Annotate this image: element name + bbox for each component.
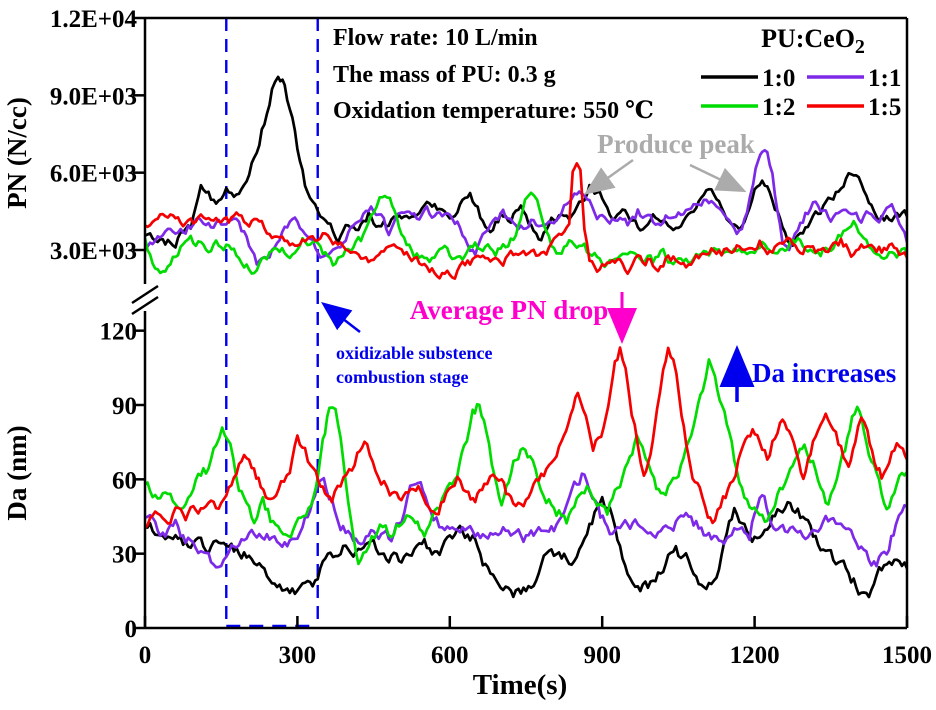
annotation-pu-mass: The mass of PU: 0.3 g	[333, 62, 556, 88]
oxidizable-stage-label-line1: oxidizable substence	[336, 343, 493, 363]
legend-entry-label: 1:1	[868, 65, 901, 92]
produce-peak-arrow-left	[583, 158, 634, 195]
x-tick-label: 900	[583, 642, 621, 669]
pn-tick-label: 9.0E+03	[50, 83, 137, 110]
x-tick-label: 1200	[730, 642, 780, 669]
oxidizable-stage-arrow	[321, 301, 361, 333]
average-pn-drop-label: Average PN drop	[410, 295, 608, 325]
da-tick-label: 0	[125, 616, 138, 643]
da-tick-label: 90	[112, 393, 137, 420]
combustion-stage-dashed-region	[225, 18, 319, 628]
legend-title: PU:CeO2	[761, 24, 865, 58]
series-line-PN-1:1	[146, 148, 907, 266]
series-line-Da-1:0	[146, 495, 907, 599]
da-series-group	[146, 346, 907, 599]
series-line-Da-1:5	[146, 346, 907, 529]
legend-entry-label: 1:5	[868, 94, 901, 121]
axis-break-icon	[131, 284, 160, 316]
annotation-flow-rate: Flow rate: 10 L/min	[333, 25, 538, 51]
da-tick-label: 120	[100, 319, 138, 346]
produce-peak-arrow-right	[689, 163, 747, 193]
da-increases-label: Da increases	[752, 358, 896, 388]
series-line-PN-1:2	[146, 191, 907, 275]
da-tick-label: 30	[112, 542, 137, 569]
legend-entry-label: 1:2	[762, 94, 795, 121]
x-tick-label: 600	[431, 642, 469, 669]
pn-axis-title: PN (N/cc)	[2, 97, 32, 209]
series-line-PN-1:5	[146, 162, 907, 280]
annotation-oxidation-temp: Oxidation temperature: 550 ℃	[333, 98, 654, 124]
legend-entry-label: 1:0	[762, 65, 795, 92]
produce-peak-label: Produce peak	[597, 129, 755, 159]
pn-series-group	[146, 75, 907, 280]
oxidizable-stage-label-line2: combustion stage	[336, 367, 469, 387]
pn-tick-label: 6.0E+03	[50, 161, 137, 188]
da-axis-title: Da (nm)	[2, 425, 32, 520]
pn-tick-label: 1.2E+04	[50, 6, 138, 33]
series-line-Da-1:1	[146, 472, 907, 569]
pn-tick-label: 3.0E+03	[50, 238, 137, 265]
x-tick-label: 1500	[882, 642, 932, 669]
series-line-Da-1:2	[146, 358, 907, 566]
plot-frame	[143, 16, 909, 630]
legend: PU:CeO2 1:0 1:1 1:2 1:5	[701, 24, 901, 121]
x-tick-label: 0	[139, 642, 152, 669]
x-axis-title: Time(s)	[473, 669, 568, 701]
x-tick-label: 300	[279, 642, 317, 669]
da-tick-label: 60	[112, 467, 137, 494]
axis-ticks	[133, 16, 909, 630]
